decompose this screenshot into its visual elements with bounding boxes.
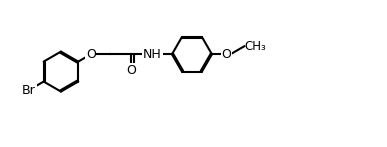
Text: Br: Br	[22, 84, 36, 97]
Text: O: O	[86, 48, 96, 61]
Text: O: O	[126, 64, 136, 77]
Text: CH₃: CH₃	[244, 40, 266, 53]
Text: NH: NH	[143, 48, 162, 61]
Text: O: O	[222, 48, 231, 61]
